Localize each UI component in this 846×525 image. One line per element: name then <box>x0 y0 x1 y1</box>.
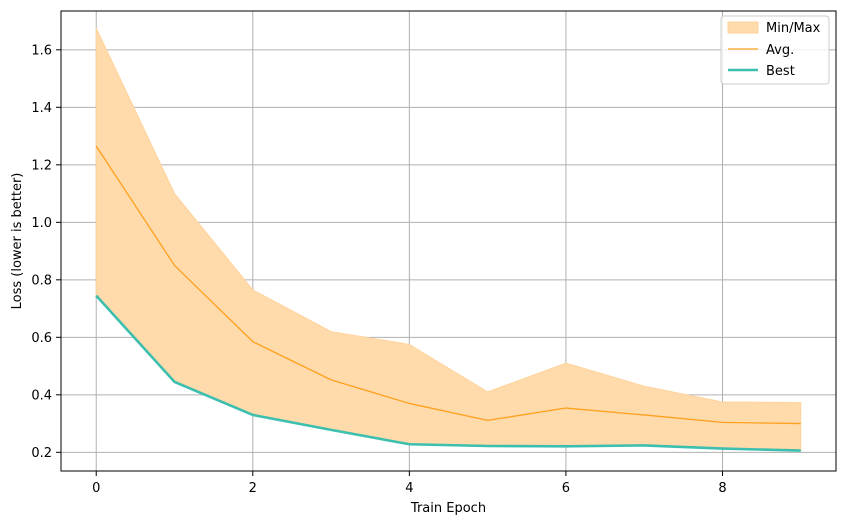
legend-swatch-min-max <box>727 21 759 34</box>
y-tick-label: 1.2 <box>31 158 52 173</box>
x-tick-label: 6 <box>562 481 570 496</box>
y-tick-label: 1.4 <box>31 101 52 116</box>
y-axis-ticks: 0.2 0.4 0.6 0.8 1.0 1.2 1.4 1.6 <box>31 43 61 461</box>
legend-label-best: Best <box>766 64 795 79</box>
series-layer <box>95 145 801 452</box>
y-tick-label: 0.8 <box>31 273 52 288</box>
y-axis-title: Loss (lower is better) <box>10 173 25 310</box>
legend: Min/Max Avg. Best <box>720 15 830 85</box>
legend-label-min-max: Min/Max <box>766 21 821 36</box>
x-tick-label: 4 <box>405 481 413 496</box>
x-axis-ticks: 0 2 4 6 8 <box>92 471 727 496</box>
x-axis-title: Train Epoch <box>410 501 486 516</box>
min-max-band-layer <box>95 28 802 452</box>
y-tick-label: 0.4 <box>31 388 52 403</box>
series-line-avg <box>95 145 801 425</box>
plot-frame <box>60 10 837 472</box>
y-tick-label: 0.6 <box>31 331 52 346</box>
y-tick-label: 1.0 <box>31 216 52 231</box>
y-tick-label: 1.6 <box>31 43 52 58</box>
x-tick-label: 2 <box>249 481 257 496</box>
series-line-best <box>95 294 801 452</box>
x-tick-label: 8 <box>718 481 726 496</box>
x-tick-label: 0 <box>92 481 100 496</box>
y-tick-label: 0.2 <box>31 446 52 461</box>
legend-label-avg: Avg. <box>766 43 794 58</box>
min-max-band <box>95 28 802 452</box>
grid <box>61 11 836 471</box>
